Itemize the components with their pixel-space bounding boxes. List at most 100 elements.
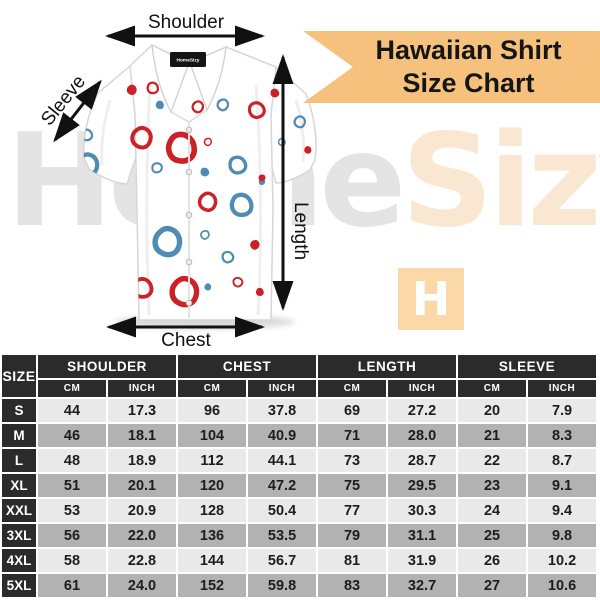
size-value-cell: 71: [318, 424, 387, 447]
size-value-cell: 25: [458, 524, 527, 547]
size-value-cell: 69: [318, 399, 387, 422]
size-value-cell: 18.1: [108, 424, 177, 447]
size-value-cell: 75: [318, 474, 387, 497]
size-value-cell: 81: [318, 549, 387, 572]
size-value-cell: 18.9: [108, 449, 177, 472]
unit-header-cm: CM: [38, 380, 106, 397]
size-value-cell: 8.7: [528, 449, 597, 472]
shirt-placket: [185, 122, 193, 318]
size-value-cell: 50.4: [248, 499, 317, 522]
sleeve-arrow: [53, 79, 102, 143]
size-value-cell: 77: [318, 499, 387, 522]
size-label: XXL: [2, 499, 36, 522]
size-value-cell: 46: [38, 424, 106, 447]
size-value-cell: 136: [178, 524, 247, 547]
table-row: M 46 18.1 104 40.9 71 28.0 21 8.3: [2, 424, 597, 447]
size-value-cell: 53: [38, 499, 106, 522]
size-value-cell: 10.2: [528, 549, 597, 572]
unit-header-inch: INCH: [388, 380, 457, 397]
size-label: 3XL: [2, 524, 36, 547]
size-value-cell: 51: [38, 474, 106, 497]
size-value-cell: 24: [458, 499, 527, 522]
banner-title-line2: Size Chart: [402, 68, 535, 98]
size-value-cell: 73: [318, 449, 387, 472]
size-value-cell: 59.8: [248, 574, 317, 597]
size-value-cell: 20.9: [108, 499, 177, 522]
chest-column-header: CHEST: [178, 355, 317, 378]
brand-logo-badge: H: [398, 268, 464, 330]
size-value-cell: 37.8: [248, 399, 317, 422]
unit-header-inch: INCH: [248, 380, 317, 397]
size-value-cell: 61: [38, 574, 106, 597]
unit-header-cm: CM: [178, 380, 247, 397]
measurement-arrows: [53, 25, 294, 338]
size-value-cell: 27: [458, 574, 527, 597]
table-row: S 44 17.3 96 37.8 69 27.2 20 7.9: [2, 399, 597, 422]
table-row: L 48 18.9 112 44.1 73 28.7 22 8.7: [2, 449, 597, 472]
size-value-cell: 152: [178, 574, 247, 597]
size-label: S: [2, 399, 36, 422]
size-value-cell: 22: [458, 449, 527, 472]
size-value-cell: 58: [38, 549, 106, 572]
size-value-cell: 56: [38, 524, 106, 547]
table-unit-header-row: CM INCH CM INCH CM INCH CM INCH: [2, 380, 597, 397]
unit-header-cm: CM: [458, 380, 527, 397]
size-value-cell: 22.0: [108, 524, 177, 547]
size-value-cell: 20: [458, 399, 527, 422]
size-value-cell: 40.9: [248, 424, 317, 447]
size-value-cell: 29.5: [388, 474, 457, 497]
length-label: Length: [290, 201, 311, 261]
size-value-cell: 21: [458, 424, 527, 447]
size-value-cell: 44: [38, 399, 106, 422]
size-value-cell: 112: [178, 449, 247, 472]
size-value-cell: 83: [318, 574, 387, 597]
size-value-cell: 20.1: [108, 474, 177, 497]
table-row: 4XL 58 22.8 144 56.7 81 31.9 26 10.2: [2, 549, 597, 572]
size-value-cell: 79: [318, 524, 387, 547]
size-value-cell: 17.3: [108, 399, 177, 422]
table-row: 3XL 56 22.0 136 53.5 79 31.1 25 9.8: [2, 524, 597, 547]
collar-tag-text: HomeSizy: [177, 58, 200, 64]
fabric-folds: [100, 84, 306, 316]
unit-header-inch: INCH: [108, 380, 177, 397]
size-table-body: S 44 17.3 96 37.8 69 27.2 20 7.9 M 46 18…: [2, 399, 597, 597]
table-group-header-row: SIZE SHOULDER CHEST LENGTH SLEEVE: [2, 355, 597, 397]
collar-tag: [170, 52, 206, 67]
size-value-cell: 10.6: [528, 574, 597, 597]
size-chart-table: SIZE SHOULDER CHEST LENGTH SLEEVE CM INC…: [0, 353, 599, 599]
unit-header-cm: CM: [318, 380, 387, 397]
size-value-cell: 24.0: [108, 574, 177, 597]
size-value-cell: 56.7: [248, 549, 317, 572]
sleeve-column-header: SLEEVE: [458, 355, 597, 378]
size-value-cell: 48: [38, 449, 106, 472]
brand-logo-letter: H: [411, 272, 451, 326]
size-label: 4XL: [2, 549, 36, 572]
size-value-cell: 31.1: [388, 524, 457, 547]
size-value-cell: 9.8: [528, 524, 597, 547]
shoulder-label: Shoulder: [147, 12, 225, 33]
unit-header-inch: INCH: [528, 380, 597, 397]
size-value-cell: 96: [178, 399, 247, 422]
size-value-cell: 27.2: [388, 399, 457, 422]
table-row: XL 51 20.1 120 47.2 75 29.5 23 9.1: [2, 474, 597, 497]
size-value-cell: 120: [178, 474, 247, 497]
size-value-cell: 30.3: [388, 499, 457, 522]
size-value-cell: 22.8: [108, 549, 177, 572]
size-value-cell: 31.9: [388, 549, 457, 572]
length-column-header: LENGTH: [318, 355, 457, 378]
size-value-cell: 28.7: [388, 449, 457, 472]
banner-title-line1: Hawaiian Shirt: [375, 35, 562, 65]
size-label: 5XL: [2, 574, 36, 597]
title-banner: Hawaiian Shirt Size Chart: [303, 31, 600, 103]
size-value-cell: 28.0: [388, 424, 457, 447]
size-value-cell: 47.2: [248, 474, 317, 497]
size-value-cell: 104: [178, 424, 247, 447]
size-value-cell: 9.4: [528, 499, 597, 522]
size-value-cell: 9.1: [528, 474, 597, 497]
size-value-cell: 8.3: [528, 424, 597, 447]
size-value-cell: 26: [458, 549, 527, 572]
chest-label: Chest: [161, 330, 211, 351]
size-value-cell: 7.9: [528, 399, 597, 422]
size-column-header: SIZE: [2, 355, 36, 397]
